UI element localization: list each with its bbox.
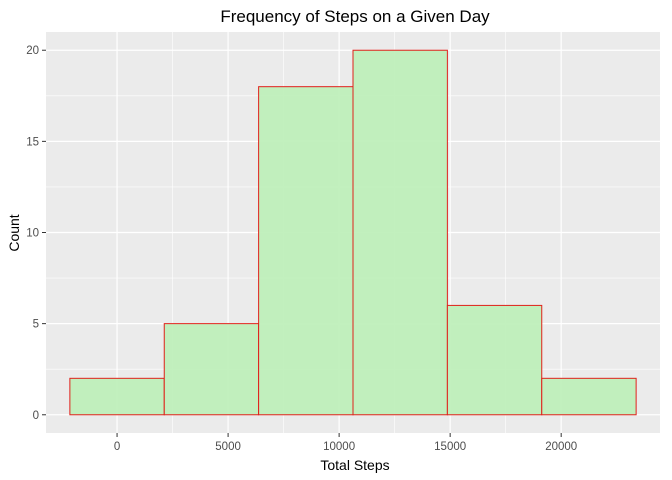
y-tick-label: 20 xyxy=(26,45,39,57)
histogram-bar xyxy=(163,323,260,416)
y-tick-label: 15 xyxy=(26,136,39,148)
histogram-bar xyxy=(69,377,165,416)
histogram-bar xyxy=(352,49,448,416)
y-axis-ticks: 0 5 10 15 20 xyxy=(26,45,46,422)
y-tick-label: 5 xyxy=(33,319,39,331)
histogram-bar xyxy=(446,304,543,416)
x-tick-label: 20000 xyxy=(545,441,577,453)
x-tick-label: 5000 xyxy=(215,441,241,453)
x-axis-ticks: 0 5000 10000 15000 20000 xyxy=(114,433,577,453)
y-tick-label: 10 xyxy=(26,228,39,240)
histogram-bar xyxy=(541,377,637,416)
y-tick-label: 0 xyxy=(33,410,39,422)
chart-title: Frequency of Steps on a Given Day xyxy=(220,7,490,26)
x-axis-title: Total Steps xyxy=(320,457,389,473)
histogram-bars xyxy=(69,49,637,416)
x-tick-label: 15000 xyxy=(434,441,466,453)
x-tick-label: 0 xyxy=(114,441,120,453)
x-tick-label: 10000 xyxy=(323,441,355,453)
y-axis-title: Count xyxy=(6,214,22,251)
histogram-bar xyxy=(258,86,354,416)
